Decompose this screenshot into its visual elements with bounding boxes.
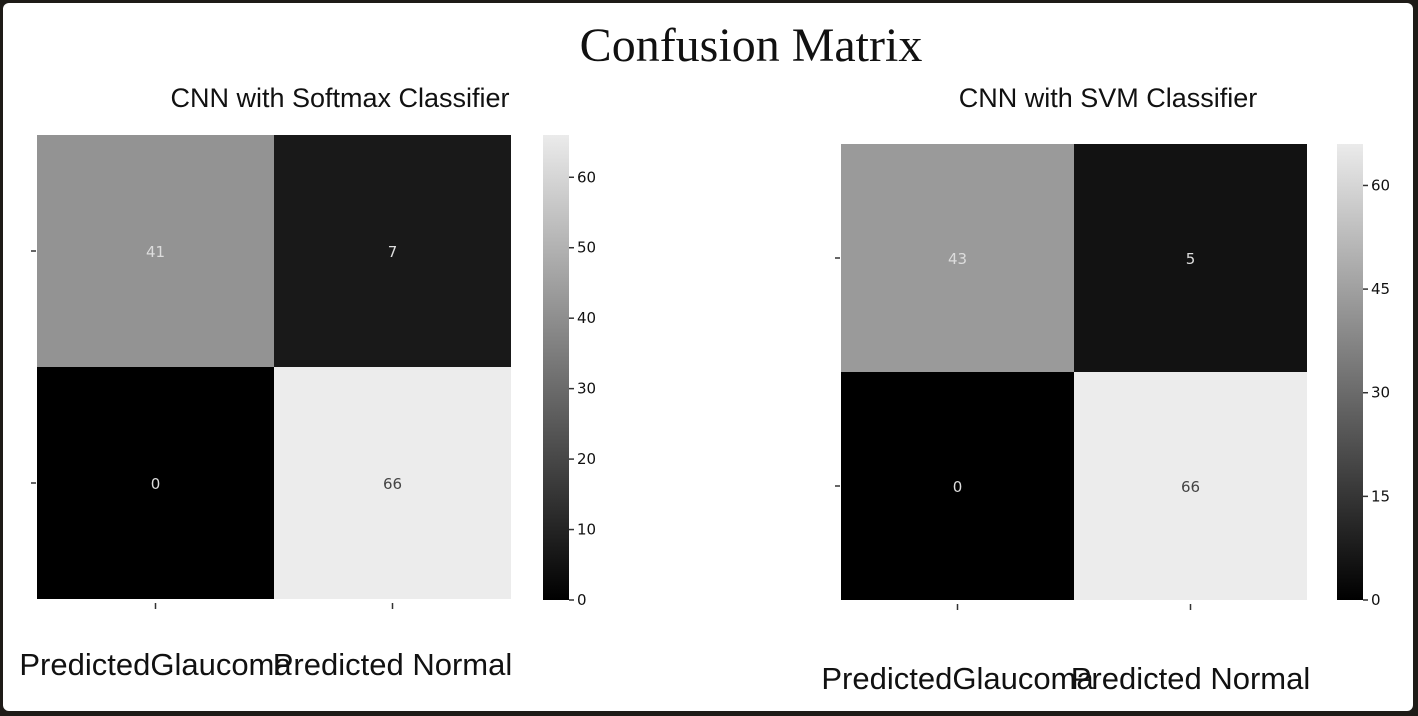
heatmap-panel-2: CNN with SVM Classifier 43 5 0 66 PredictedGl… <box>821 83 1390 696</box>
heatmap-cell <box>274 367 511 599</box>
heatmap-cell <box>1074 372 1307 600</box>
colorbar-tick-label: 50 <box>577 239 596 257</box>
colorbar <box>543 135 569 600</box>
cell-value-label: 5 <box>1186 250 1196 268</box>
colorbar-tick-label: 10 <box>577 521 596 539</box>
cell-value-label: 0 <box>953 478 963 496</box>
colorbar-tick-label: 60 <box>577 168 596 186</box>
colorbar-tick-label: 60 <box>1371 176 1390 194</box>
cell-value-label: 7 <box>388 243 398 261</box>
figure-title: Confusion Matrix <box>580 19 923 72</box>
chart-canvas: Confusion Matrix CNN with Softmax Classi… <box>19 19 1390 696</box>
heatmap-cell <box>841 372 1074 600</box>
heatmap-cell <box>1074 144 1307 372</box>
colorbar <box>1337 144 1363 600</box>
cell-value-label: 41 <box>146 243 165 261</box>
colorbar-tick-label: 45 <box>1371 280 1390 298</box>
panel-title: CNN with Softmax Classifier <box>170 83 509 113</box>
colorbar-tick-label: 40 <box>577 309 596 327</box>
heatmap-cell <box>274 135 511 367</box>
cell-value-label: 43 <box>948 250 967 268</box>
x-tick-label: Predicted Normal <box>1071 661 1310 696</box>
panel-title: CNN with SVM Classifier <box>959 83 1258 113</box>
x-tick-label: PredictedGlaucoma <box>19 647 292 682</box>
colorbar-tick-label: 30 <box>577 380 596 398</box>
colorbar-tick-label: 0 <box>1371 591 1381 609</box>
cell-value-label: 66 <box>1181 478 1200 496</box>
x-tick-label: Predicted Normal <box>273 647 512 682</box>
colorbar-tick-label: 0 <box>577 591 587 609</box>
colorbar-tick-label: 15 <box>1371 487 1390 505</box>
heatmap-panels: CNN with Softmax Classifier 41 7 0 66 Predict… <box>19 83 1390 696</box>
heatmap-cell <box>841 144 1074 372</box>
colorbar-tick-label: 30 <box>1371 384 1390 402</box>
x-tick-label: PredictedGlaucoma <box>821 661 1094 696</box>
colorbar-tick-label: 20 <box>577 450 596 468</box>
heatmap-cell <box>37 135 274 367</box>
heatmap-panel-1: CNN with Softmax Classifier 41 7 0 66 Predict… <box>19 83 596 682</box>
confusion-matrix-figure: Confusion Matrix CNN with Softmax Classi… <box>3 3 1413 711</box>
cell-value-label: 66 <box>383 475 402 493</box>
heatmap-cell <box>37 367 274 599</box>
cell-value-label: 0 <box>151 475 161 493</box>
